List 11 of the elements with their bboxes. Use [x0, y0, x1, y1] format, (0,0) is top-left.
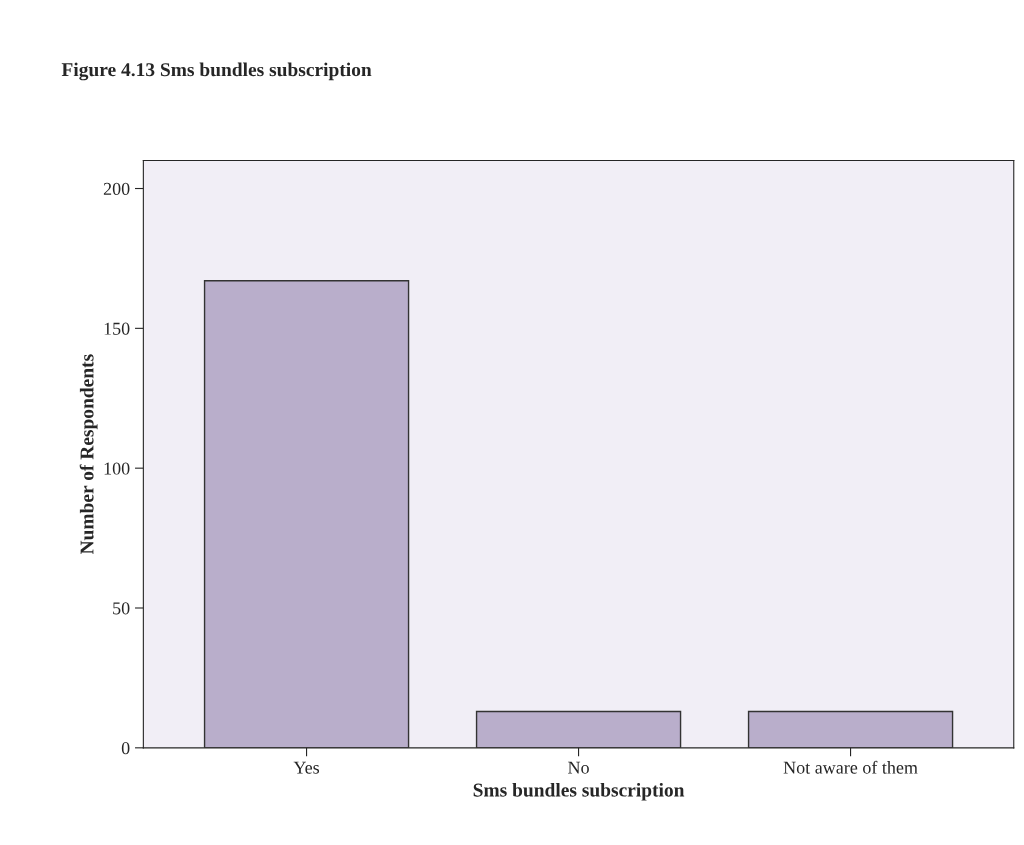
x-tick-label: Yes [293, 761, 320, 774]
x-tick-label: No [568, 761, 589, 774]
chart-title: Figure 4.13 Sms bundles subscription [61, 62, 372, 81]
x-axis-title: Sms bundles subscription [473, 782, 685, 801]
y-tick-label: 200 [103, 182, 130, 195]
y-tick-label: 0 [121, 742, 130, 755]
y-tick-label: 50 [113, 602, 130, 615]
y-tick-label: 100 [104, 462, 130, 475]
y-tick-label: 150 [104, 322, 130, 335]
y-axis-title: Number of Respondents [79, 354, 98, 555]
x-tick-label: Not aware of them [783, 760, 918, 774]
